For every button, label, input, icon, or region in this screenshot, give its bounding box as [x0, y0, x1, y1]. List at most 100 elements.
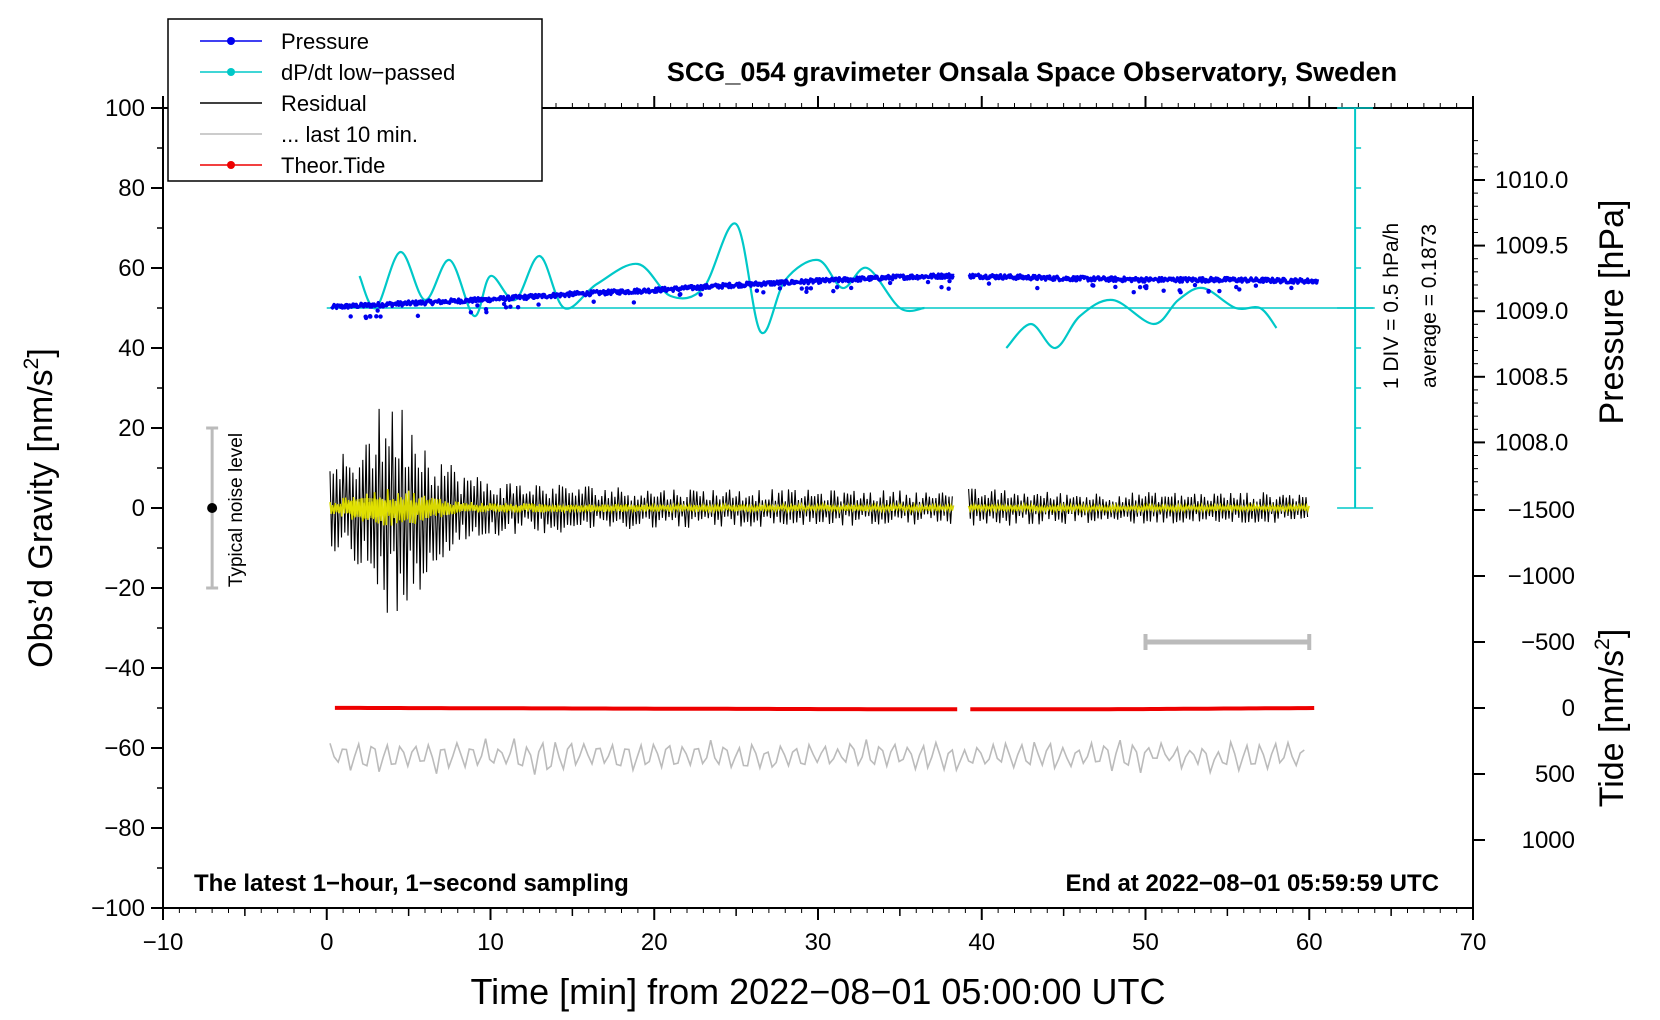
dpdt-scale-label: 1 DIV = 0.5 hPa/h: [1380, 223, 1403, 389]
legend: Pressure dP/dt low−passed Residual ... last…: [200, 29, 455, 178]
x-tick-label: 60: [1296, 929, 1323, 956]
y-tick-label: −60: [104, 735, 145, 762]
bottom-left-note: The latest 1−hour, 1−second sampling: [194, 870, 629, 897]
pressure-outlier-point: [698, 292, 703, 297]
residual-filtered-segment-1: [329, 489, 955, 526]
pressure-outlier-point: [591, 299, 596, 304]
tide-tick-label: −500: [1521, 629, 1575, 656]
y-tick-label: 100: [105, 95, 145, 122]
pressure-tick-label: 1008.0: [1495, 429, 1568, 456]
tide-axis-label-text: Tide [nm/s: [1593, 650, 1631, 807]
y-axis-label-left-sup: 2: [20, 358, 43, 370]
pressure-outlier-point: [1142, 284, 1148, 289]
y-axis-ticks: 100 80 60 40 20 0 −20 −40 −60 −80 −100: [91, 95, 163, 922]
pressure-outlier-point: [804, 286, 810, 291]
pressure-outlier-point: [831, 288, 836, 294]
tide-trace-segment-2: [970, 706, 1315, 712]
y-axis-label-left-text: Obs’d Gravity [nm/s: [22, 369, 60, 668]
pressure-outlier-point: [1090, 282, 1095, 288]
pressure-outlier-point: [367, 313, 373, 319]
legend-marker: [227, 161, 235, 169]
pressure-outlier-point: [799, 286, 804, 291]
pressure-outlier-point: [501, 301, 507, 307]
x-tick-label: 30: [805, 929, 832, 956]
y-tick-label: 80: [118, 175, 145, 202]
y-axis-label-left-end: ]: [22, 348, 60, 357]
residual-filtered-segment-2: [967, 501, 1310, 515]
pressure-outlier-point: [1206, 289, 1211, 294]
tide-tick-label: 0: [1562, 695, 1575, 722]
chart-title: SCG_054 gravimeter Onsala Space Observat…: [667, 57, 1397, 87]
pressure-outlier-point: [508, 304, 513, 309]
pressure-tick-label: 1010.0: [1495, 167, 1568, 194]
tide-layer: [334, 705, 1315, 712]
noise-center-dot: [207, 503, 218, 513]
x-axis-label: Time [min] from 2022−08−01 05:00:00 UTC: [470, 971, 1165, 1012]
pressure-outlier-point: [761, 290, 766, 295]
pressure-outlier-point: [484, 309, 489, 315]
pressure-outlier-point: [939, 284, 944, 290]
pressure-outlier-point: [374, 314, 379, 319]
tide-axis-ticks: 1000 500 0 −500 −1000 −1500: [1473, 497, 1575, 854]
last-10-min-bar: [1143, 634, 1312, 650]
legend-box: [167, 18, 543, 182]
pressure-outlier-point: [1237, 287, 1242, 292]
pressure-trace-segment-1: [330, 272, 955, 311]
pressure-tick-label: 1008.5: [1495, 364, 1568, 391]
pressure-outlier-point: [1192, 282, 1198, 288]
pressure-tick-label: 1009.0: [1495, 298, 1568, 325]
pressure-trace-segment-2: [967, 272, 1320, 285]
x-tick-label: 40: [968, 929, 995, 956]
pressure-outlier-point: [754, 288, 760, 293]
x-tick-label: 20: [641, 929, 668, 956]
pressure-outlier-point: [1137, 285, 1143, 290]
dpdt-average-label: average = 0.1873: [1418, 224, 1441, 388]
pressure-outlier-point: [468, 310, 474, 315]
long-period-trace: [329, 738, 1305, 776]
pressure-tick-label: 1009.5: [1495, 233, 1568, 260]
residual-filtered-burst: [345, 498, 390, 518]
dpdt-layer: [358, 222, 1278, 350]
pressure-outlier-point: [1217, 288, 1222, 294]
tide-tick-label: −1500: [1508, 497, 1575, 524]
y-tick-label: 20: [118, 415, 145, 442]
pressure-outlier-point: [375, 308, 380, 313]
legend-label: dP/dt low−passed: [281, 60, 455, 85]
legend-marker: [227, 68, 235, 76]
tide-axis-label-end: ]: [1593, 629, 1631, 638]
dpdt-scale-bar: [1337, 107, 1374, 509]
pressure-outlier-point: [503, 305, 509, 310]
tide-trace-segment-1: [334, 705, 958, 712]
pressure-outlier-point: [475, 303, 480, 308]
pressure-outlier-point: [1113, 284, 1118, 290]
legend-label: Pressure: [281, 29, 369, 54]
bottom-right-note: End at 2022−08−01 05:59:59 UTC: [1065, 870, 1439, 897]
pressure-outlier-point: [378, 314, 383, 319]
pressure-outlier-point: [947, 278, 952, 284]
pressure-outlier-point: [1289, 285, 1294, 291]
pressure-outlier-point: [1131, 290, 1136, 295]
legend-marker: [227, 37, 235, 45]
pressure-outlier-point: [348, 314, 353, 319]
dpdt-curve-segment-2: [1005, 286, 1278, 350]
pressure-outlier-point: [536, 302, 541, 307]
long-period-layer: [329, 738, 1305, 776]
pressure-outlier-point: [986, 281, 992, 286]
tide-tick-label: −1000: [1508, 563, 1575, 590]
noise-level-label: Typical noise level: [226, 433, 247, 587]
pressure-outlier-point: [515, 305, 521, 310]
residual-layer: [329, 408, 1310, 613]
pressure-outlier-point: [1177, 288, 1182, 293]
x-tick-label: 70: [1460, 929, 1487, 956]
y-tick-label: −20: [104, 575, 145, 602]
pressure-outlier-point: [1161, 288, 1166, 293]
legend-label: Residual: [281, 91, 367, 116]
residual-trace-segment-2: [968, 488, 1309, 526]
y-tick-label: −40: [104, 655, 145, 682]
tide-tick-label: 500: [1535, 761, 1575, 788]
tide-tick-label: 1000: [1522, 827, 1575, 854]
pressure-outlier-point: [1253, 283, 1259, 288]
y-tick-label: −80: [104, 815, 145, 842]
pressure-outlier-point: [415, 313, 421, 319]
pressure-outlier-point: [834, 285, 840, 290]
